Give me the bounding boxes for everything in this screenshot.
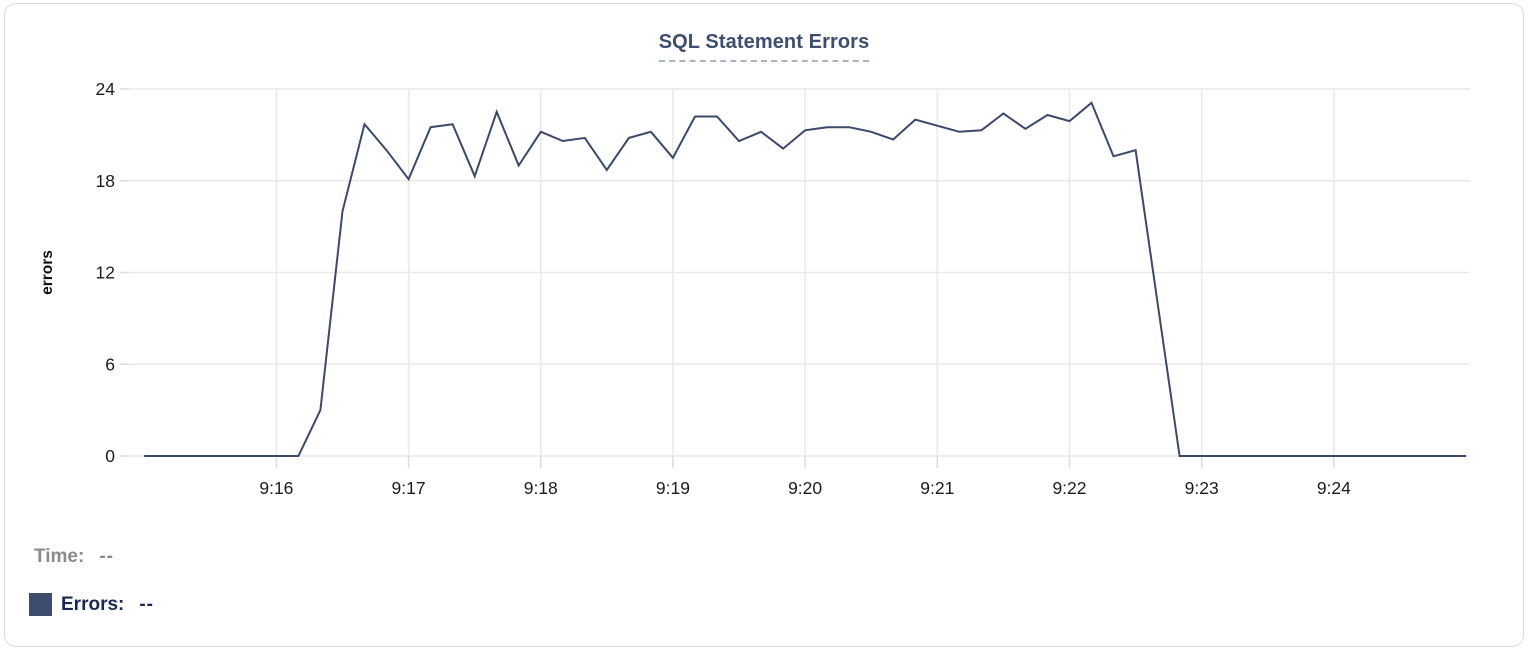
legend-errors-row: Errors: -- xyxy=(29,593,154,616)
x-tick-label: 9:19 xyxy=(656,478,690,498)
y-tick-label: 0 xyxy=(105,446,115,466)
legend-time-value: -- xyxy=(99,546,114,567)
errors-series-line[interactable] xyxy=(144,101,1466,457)
y-tick-label: 6 xyxy=(105,354,115,374)
x-tick-label: 9:17 xyxy=(392,478,426,498)
y-tick-label: 24 xyxy=(96,79,116,99)
legend-errors-value: -- xyxy=(139,594,155,615)
errors-series-swatch-icon xyxy=(29,593,52,616)
x-tick-label: 9:22 xyxy=(1052,478,1086,498)
sql-errors-line-chart[interactable]: 0 6 12 18 24 9:16 9:17 9:18 9:19 9:20 9:21 9:22 9:23… xyxy=(5,4,1524,516)
chart-title[interactable]: SQL Statement Errors xyxy=(658,31,870,62)
x-tick-label: 9:18 xyxy=(524,478,558,498)
x-tick-label: 9:24 xyxy=(1317,478,1351,498)
legend-errors-label: Errors: xyxy=(61,594,125,615)
x-tick-label: 9:23 xyxy=(1185,478,1219,498)
legend-time-row: Time: -- xyxy=(29,545,154,568)
x-tick-label: 9:16 xyxy=(259,478,293,498)
chart-card: SQL Statement Errors 0 6 12 18 24 9:16 9:17 9:1… xyxy=(4,3,1524,647)
y-tick-label: 18 xyxy=(96,171,115,191)
hover-legend: Time: -- Errors: -- xyxy=(29,545,154,616)
x-tick-label: 9:20 xyxy=(788,478,822,498)
chart-header: SQL Statement Errors xyxy=(5,31,1523,62)
y-axis-label: errors xyxy=(39,250,56,295)
x-tick-label: 9:21 xyxy=(920,478,954,498)
y-tick-label: 12 xyxy=(96,263,115,283)
legend-time-label: Time: xyxy=(34,546,85,567)
